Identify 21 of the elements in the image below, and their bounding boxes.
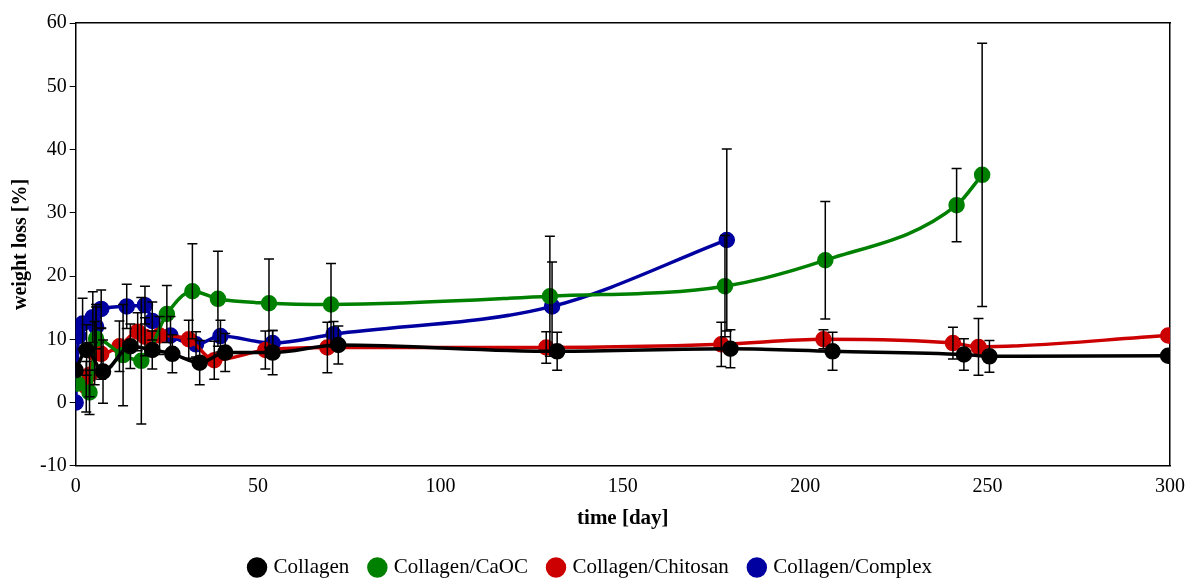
x-tick-label: 150 xyxy=(607,474,638,497)
y-tick-label: 20 xyxy=(46,263,67,286)
y-axis-title: weight loss [%] xyxy=(8,178,32,310)
y-tick-label: -10 xyxy=(39,453,67,476)
legend-label: Collagen/Complex xyxy=(773,554,933,579)
x-tick-label: 50 xyxy=(248,474,269,497)
y-tick-label: 10 xyxy=(46,326,67,349)
y-tick-label: 0 xyxy=(56,389,67,412)
x-axis-title: time [day] xyxy=(577,504,669,529)
y-tick-label: 30 xyxy=(46,200,67,223)
legend-label: Collagen xyxy=(273,554,350,579)
x-tick-label: 250 xyxy=(972,474,1003,497)
x-tick-label: 0 xyxy=(70,474,81,497)
y-tick-label: 60 xyxy=(46,10,67,33)
x-tick-label: 300 xyxy=(1155,474,1185,497)
x-tick-label: 200 xyxy=(790,474,821,497)
legend-label: Collagen/CaOC xyxy=(393,554,528,579)
legend-label: Collagen/Chitosan xyxy=(572,554,730,579)
y-tick-label: 40 xyxy=(46,136,67,159)
x-tick-label: 100 xyxy=(425,474,456,497)
y-tick-label: 50 xyxy=(46,73,67,96)
